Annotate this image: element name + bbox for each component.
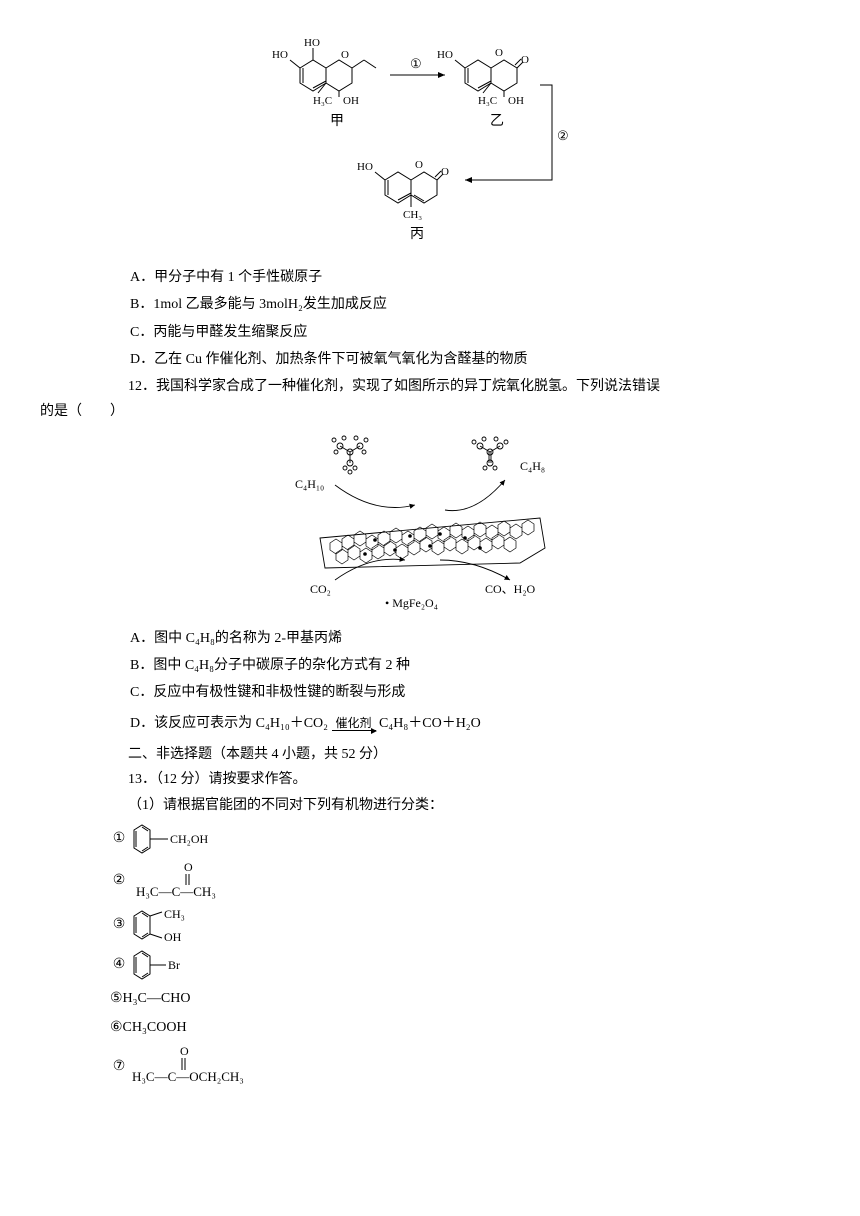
svg-text:H₃C: H₃C (478, 95, 497, 107)
svg-text:HO: HO (304, 37, 320, 49)
svg-text:HO: HO (357, 161, 373, 173)
compound-2-num: ② (110, 868, 128, 893)
q12-d-pre: D．该反应可表示为 C₄H₁₀＋CO₂ (130, 716, 328, 731)
acetone-icon: O H₃C—C—CH₃ (128, 860, 258, 902)
svg-text:②: ② (557, 128, 569, 143)
catalyst-label: 催化剂 (336, 717, 372, 730)
svg-text:• MgFe₂O₄: • MgFe₂O₄ (385, 596, 438, 610)
svg-text:O: O (441, 166, 449, 178)
svg-text:O: O (521, 54, 529, 66)
q13-stem: 13．（12 分）请按要求作答。 (100, 767, 820, 792)
compound-1: ① CH₂OH (110, 822, 820, 856)
svg-text:O: O (415, 159, 423, 171)
svg-text:甲: 甲 (330, 114, 344, 129)
q12-catalyst-figure: C₄H₁₀ C₄H₈ (40, 430, 820, 619)
svg-text:H₃C: H₃C (313, 95, 332, 107)
q12-d-post: C₄H₈＋CO＋H₂O (379, 716, 481, 731)
svg-text:C₄H₁₀: C₄H₁₀ (295, 477, 324, 491)
svg-text:丙: 丙 (410, 227, 424, 242)
q12-stem: 12．我国科学家合成了一种催化剂，实现了如图所示的异丁烷氧化脱氢。下列说法错误 (100, 374, 820, 399)
q12-option-b: B．图中 C₄H₈分子中碳原子的杂化方式有 2 种 (130, 653, 820, 678)
svg-text:CH₃: CH₃ (403, 209, 422, 221)
q12-option-c: C．反应中有极性键和非极性键的断裂与形成 (130, 680, 820, 705)
q12-stem-line1: 12．我国科学家合成了一种催化剂，实现了如图所示的异丁烷氧化脱氢。下列说法错误 (128, 379, 660, 394)
svg-text:H₃C—C—CH₃: H₃C—C—CH₃ (136, 884, 216, 899)
svg-text:C₄H₈: C₄H₈ (520, 459, 545, 473)
svg-text:HO: HO (272, 49, 288, 61)
compound-5-text: ⑤H₃C—CHO (110, 986, 190, 1011)
svg-text:O: O (184, 860, 193, 874)
svg-text:O: O (180, 1044, 189, 1058)
svg-text:O: O (495, 47, 503, 59)
q11-options: A．甲分子中有 1 个手性碳原子 B．1mol 乙最多能与 3molH₂发生加成… (130, 265, 820, 372)
section2-title: 二、非选择题（本题共 4 小题，共 52 分） (100, 742, 820, 767)
q11-option-c: C．丙能与甲醛发生缩聚反应 (130, 320, 820, 345)
q11-option-b: B．1mol 乙最多能与 3molH₂发生加成反应 (130, 292, 820, 317)
catalyst-arrow: 催化剂 (332, 717, 376, 731)
q12-option-d: D．该反应可表示为 C₄H₁₀＋CO₂ 催化剂 C₄H₈＋CO＋H₂O (130, 711, 820, 736)
svg-text:CH₃: CH₃ (164, 907, 185, 921)
compound-3-num: ③ (110, 912, 128, 937)
compound-1-num: ① (110, 826, 128, 851)
svg-text:①: ① (410, 56, 422, 71)
compound-2: ② O H₃C—C—CH₃ (110, 860, 820, 902)
q11-option-d: D．乙在 Cu 作催化剂、加热条件下可被氧气氧化为含醛基的物质 (130, 347, 820, 372)
compound-4-num: ④ (110, 952, 128, 977)
svg-text:H₃C—C—OCH₂CH₃: H₃C—C—OCH₂CH₃ (132, 1069, 244, 1084)
svg-text:OH: OH (164, 930, 182, 944)
svg-text:CH₂OH: CH₂OH (170, 832, 209, 846)
compound-list: ① CH₂OH ② O H₃C—C—CH₃ ③ CH₃ (110, 822, 820, 1088)
compound-3: ③ CH₃ OH (110, 906, 820, 944)
svg-text:O: O (341, 49, 349, 61)
q11-reaction-scheme: HO HO O H₃C OH 甲 ① HO O O (40, 20, 820, 259)
q12-stem-line2: 的是（ ） (40, 399, 820, 424)
compound-5: ⑤H₃C—CHO (110, 986, 820, 1011)
ethyl-acetate-icon: O H₃C—C—OCH₂CH₃ (128, 1044, 298, 1088)
compound-4: ④ Br (110, 948, 820, 982)
svg-text:OH: OH (343, 95, 359, 107)
svg-text:HO: HO (437, 49, 453, 61)
svg-text:乙: 乙 (490, 113, 504, 129)
svg-text:OH: OH (508, 95, 524, 107)
q11-option-a: A．甲分子中有 1 个手性碳原子 (130, 265, 820, 290)
compound-7: ⑦ O H₃C—C—OCH₂CH₃ (110, 1044, 820, 1088)
q12-option-a: A．图中 C₄H₈的名称为 2-甲基丙烯 (130, 626, 820, 651)
compound-6: ⑥CH₃COOH (110, 1015, 820, 1040)
svg-text:CO、H₂O: CO、H₂O (485, 582, 536, 596)
svg-text:Br: Br (168, 958, 180, 972)
svg-text:CO₂: CO₂ (310, 582, 331, 596)
bromobenzene-icon: Br (128, 948, 208, 982)
q12-options: A．图中 C₄H₈的名称为 2-甲基丙烯 B．图中 C₄H₈分子中碳原子的杂化方… (130, 626, 820, 737)
q13-sub1: （1）请根据官能团的不同对下列有机物进行分类： (100, 793, 820, 818)
compound-6-text: ⑥CH₃COOH (110, 1015, 187, 1040)
cresol-icon: CH₃ OH (128, 906, 218, 944)
compound-7-num: ⑦ (110, 1054, 128, 1079)
benzyl-alcohol-icon: CH₂OH (128, 822, 238, 856)
